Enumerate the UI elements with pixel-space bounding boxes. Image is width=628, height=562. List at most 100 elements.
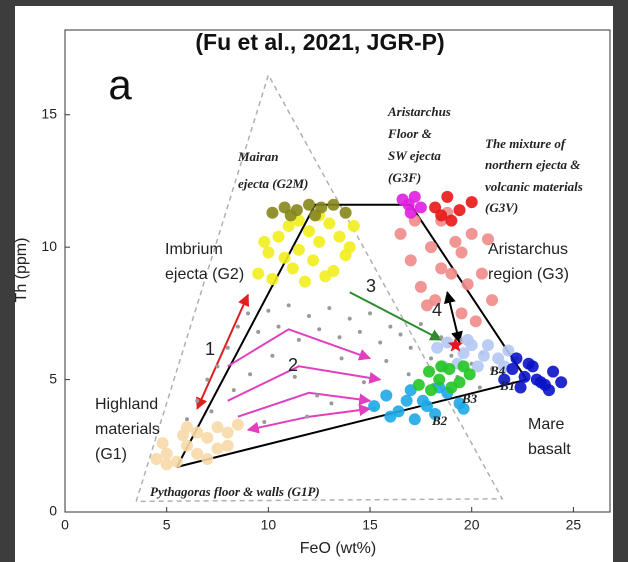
x-tick-label: 0 [61, 517, 69, 533]
scatter-point [368, 311, 372, 315]
scatter-point [205, 378, 209, 382]
scatter-point [327, 306, 331, 310]
scatter-point [405, 207, 417, 219]
scatter-point [409, 346, 413, 350]
scatter-point [380, 389, 392, 401]
scatter-point [303, 225, 315, 237]
annotation: ejecta (G2) [165, 266, 244, 283]
scatter-point [401, 395, 413, 407]
scatter-point [456, 307, 468, 319]
x-tick-label: 25 [566, 517, 582, 533]
x-axis-label: FeO (wt%) [300, 540, 376, 557]
y-tick-label: 0 [49, 503, 57, 519]
scatter-point [433, 374, 445, 386]
scatter-point [478, 350, 490, 362]
scatter-point [482, 339, 494, 351]
scatter-point [293, 375, 297, 379]
annotation: Highland [95, 396, 158, 413]
chart: (Fu et al., 2021, JGR-P) a FeO (wt%) Th … [0, 0, 628, 562]
scatter-point [285, 209, 297, 221]
scatter-point [348, 220, 360, 232]
scatter-point [445, 382, 457, 394]
annotation: Floor & [387, 126, 432, 141]
scatter-point [258, 236, 270, 248]
annotation: 1 [205, 339, 215, 359]
scatter-point [246, 311, 250, 315]
scatter-point [323, 217, 335, 229]
annotation: region (G3) [488, 266, 569, 283]
scatter-point [319, 270, 331, 282]
scatter-point [429, 356, 433, 360]
annotation: 3 [366, 276, 376, 296]
annotation: basalt [528, 441, 571, 458]
scatter-point [157, 437, 169, 449]
scatter-point [340, 207, 352, 219]
y-tick-label: 5 [49, 370, 57, 386]
scatter-point [171, 456, 183, 468]
scatter-point [462, 278, 474, 290]
scatter-point [248, 372, 252, 376]
annotation: volcanic materials [485, 179, 583, 194]
scatter-point [510, 352, 522, 364]
scatter-point [458, 360, 470, 372]
scatter-point [315, 393, 319, 397]
scatter-point [181, 440, 193, 452]
scatter-point [470, 315, 482, 327]
annotation: ejecta (G2M) [238, 176, 308, 191]
scatter-point [395, 228, 407, 240]
y-tick-label: 10 [41, 238, 57, 254]
y-tick-label: 15 [41, 105, 57, 121]
scatter-point [191, 427, 203, 439]
x-tick-label: 10 [261, 517, 277, 533]
scatter-point [266, 309, 270, 313]
scatter-point [232, 388, 236, 392]
scatter-point [256, 330, 260, 334]
scatter-point [506, 363, 518, 375]
scatter-point [449, 354, 453, 358]
annotation: B4 [489, 363, 506, 378]
scatter-point [454, 204, 466, 216]
scatter-point [212, 442, 224, 454]
scatter-point [407, 372, 411, 376]
scatter-point [358, 330, 362, 334]
scatter-point [368, 400, 380, 412]
panel-label: a [108, 61, 132, 108]
annotation: 2 [288, 355, 298, 375]
scatter-point [445, 268, 457, 280]
scatter-point [232, 419, 244, 431]
scatter-point [378, 341, 382, 345]
scatter-point [266, 273, 278, 285]
scatter-point [441, 191, 453, 203]
scatter-point [340, 249, 352, 261]
scatter-point [425, 241, 437, 253]
scatter-point [266, 207, 278, 219]
scatter-point [270, 354, 274, 358]
scatter-point [262, 420, 266, 424]
x-tick-label: 15 [362, 517, 378, 533]
scatter-point [340, 356, 344, 360]
scatter-point [201, 432, 213, 444]
annotation: (G3V) [485, 200, 518, 215]
scatter-point [195, 399, 199, 403]
scatter-point [435, 360, 447, 372]
scatter-point [222, 440, 234, 452]
scatter-point [313, 236, 325, 248]
scatter-point [405, 254, 417, 266]
chart-title: (Fu et al., 2021, JGR-P) [195, 29, 444, 55]
annotation: Mairan [237, 149, 278, 164]
scatter-point [279, 252, 291, 264]
scatter-point [384, 411, 396, 423]
scatter-point [439, 335, 443, 339]
scatter-point [445, 215, 457, 227]
scatter-point [421, 400, 433, 412]
scatter-point [151, 453, 163, 465]
scatter-point [519, 371, 531, 383]
annotation: Pythagoras floor & walls (G1P) [150, 484, 320, 499]
scatter-point [423, 366, 435, 378]
scatter-point [252, 268, 264, 280]
scatter-point [329, 401, 333, 405]
scatter-point [262, 246, 274, 258]
scatter-point [277, 325, 281, 329]
scatter-point [413, 379, 425, 391]
y-axis-label: Th (ppm) [13, 238, 30, 303]
